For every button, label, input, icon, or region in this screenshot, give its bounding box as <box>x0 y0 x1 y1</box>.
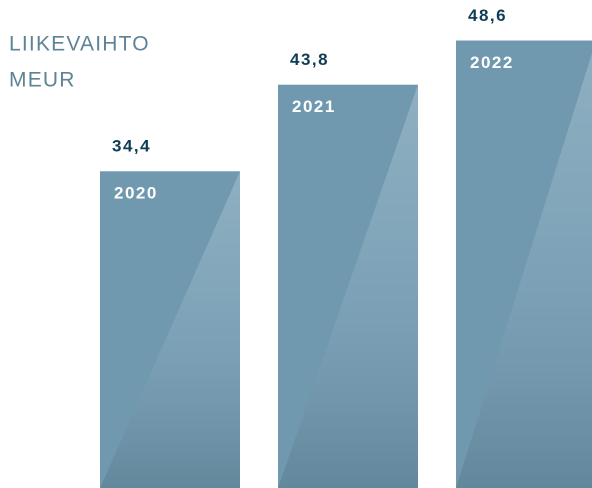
category-label: 2020 <box>114 184 158 203</box>
bar-shine <box>456 53 592 488</box>
value-label: 48,6 <box>468 6 507 25</box>
category-label: 2021 <box>292 97 336 116</box>
bar-shine <box>100 171 240 488</box>
bar-shine <box>278 84 418 488</box>
value-label: 43,8 <box>290 50 329 69</box>
chart-subtitle: MEUR <box>9 69 76 92</box>
value-label: 34,4 <box>112 137 151 156</box>
chart-title: LIIKEVAIHTO <box>9 33 150 56</box>
category-label: 2022 <box>470 53 514 72</box>
